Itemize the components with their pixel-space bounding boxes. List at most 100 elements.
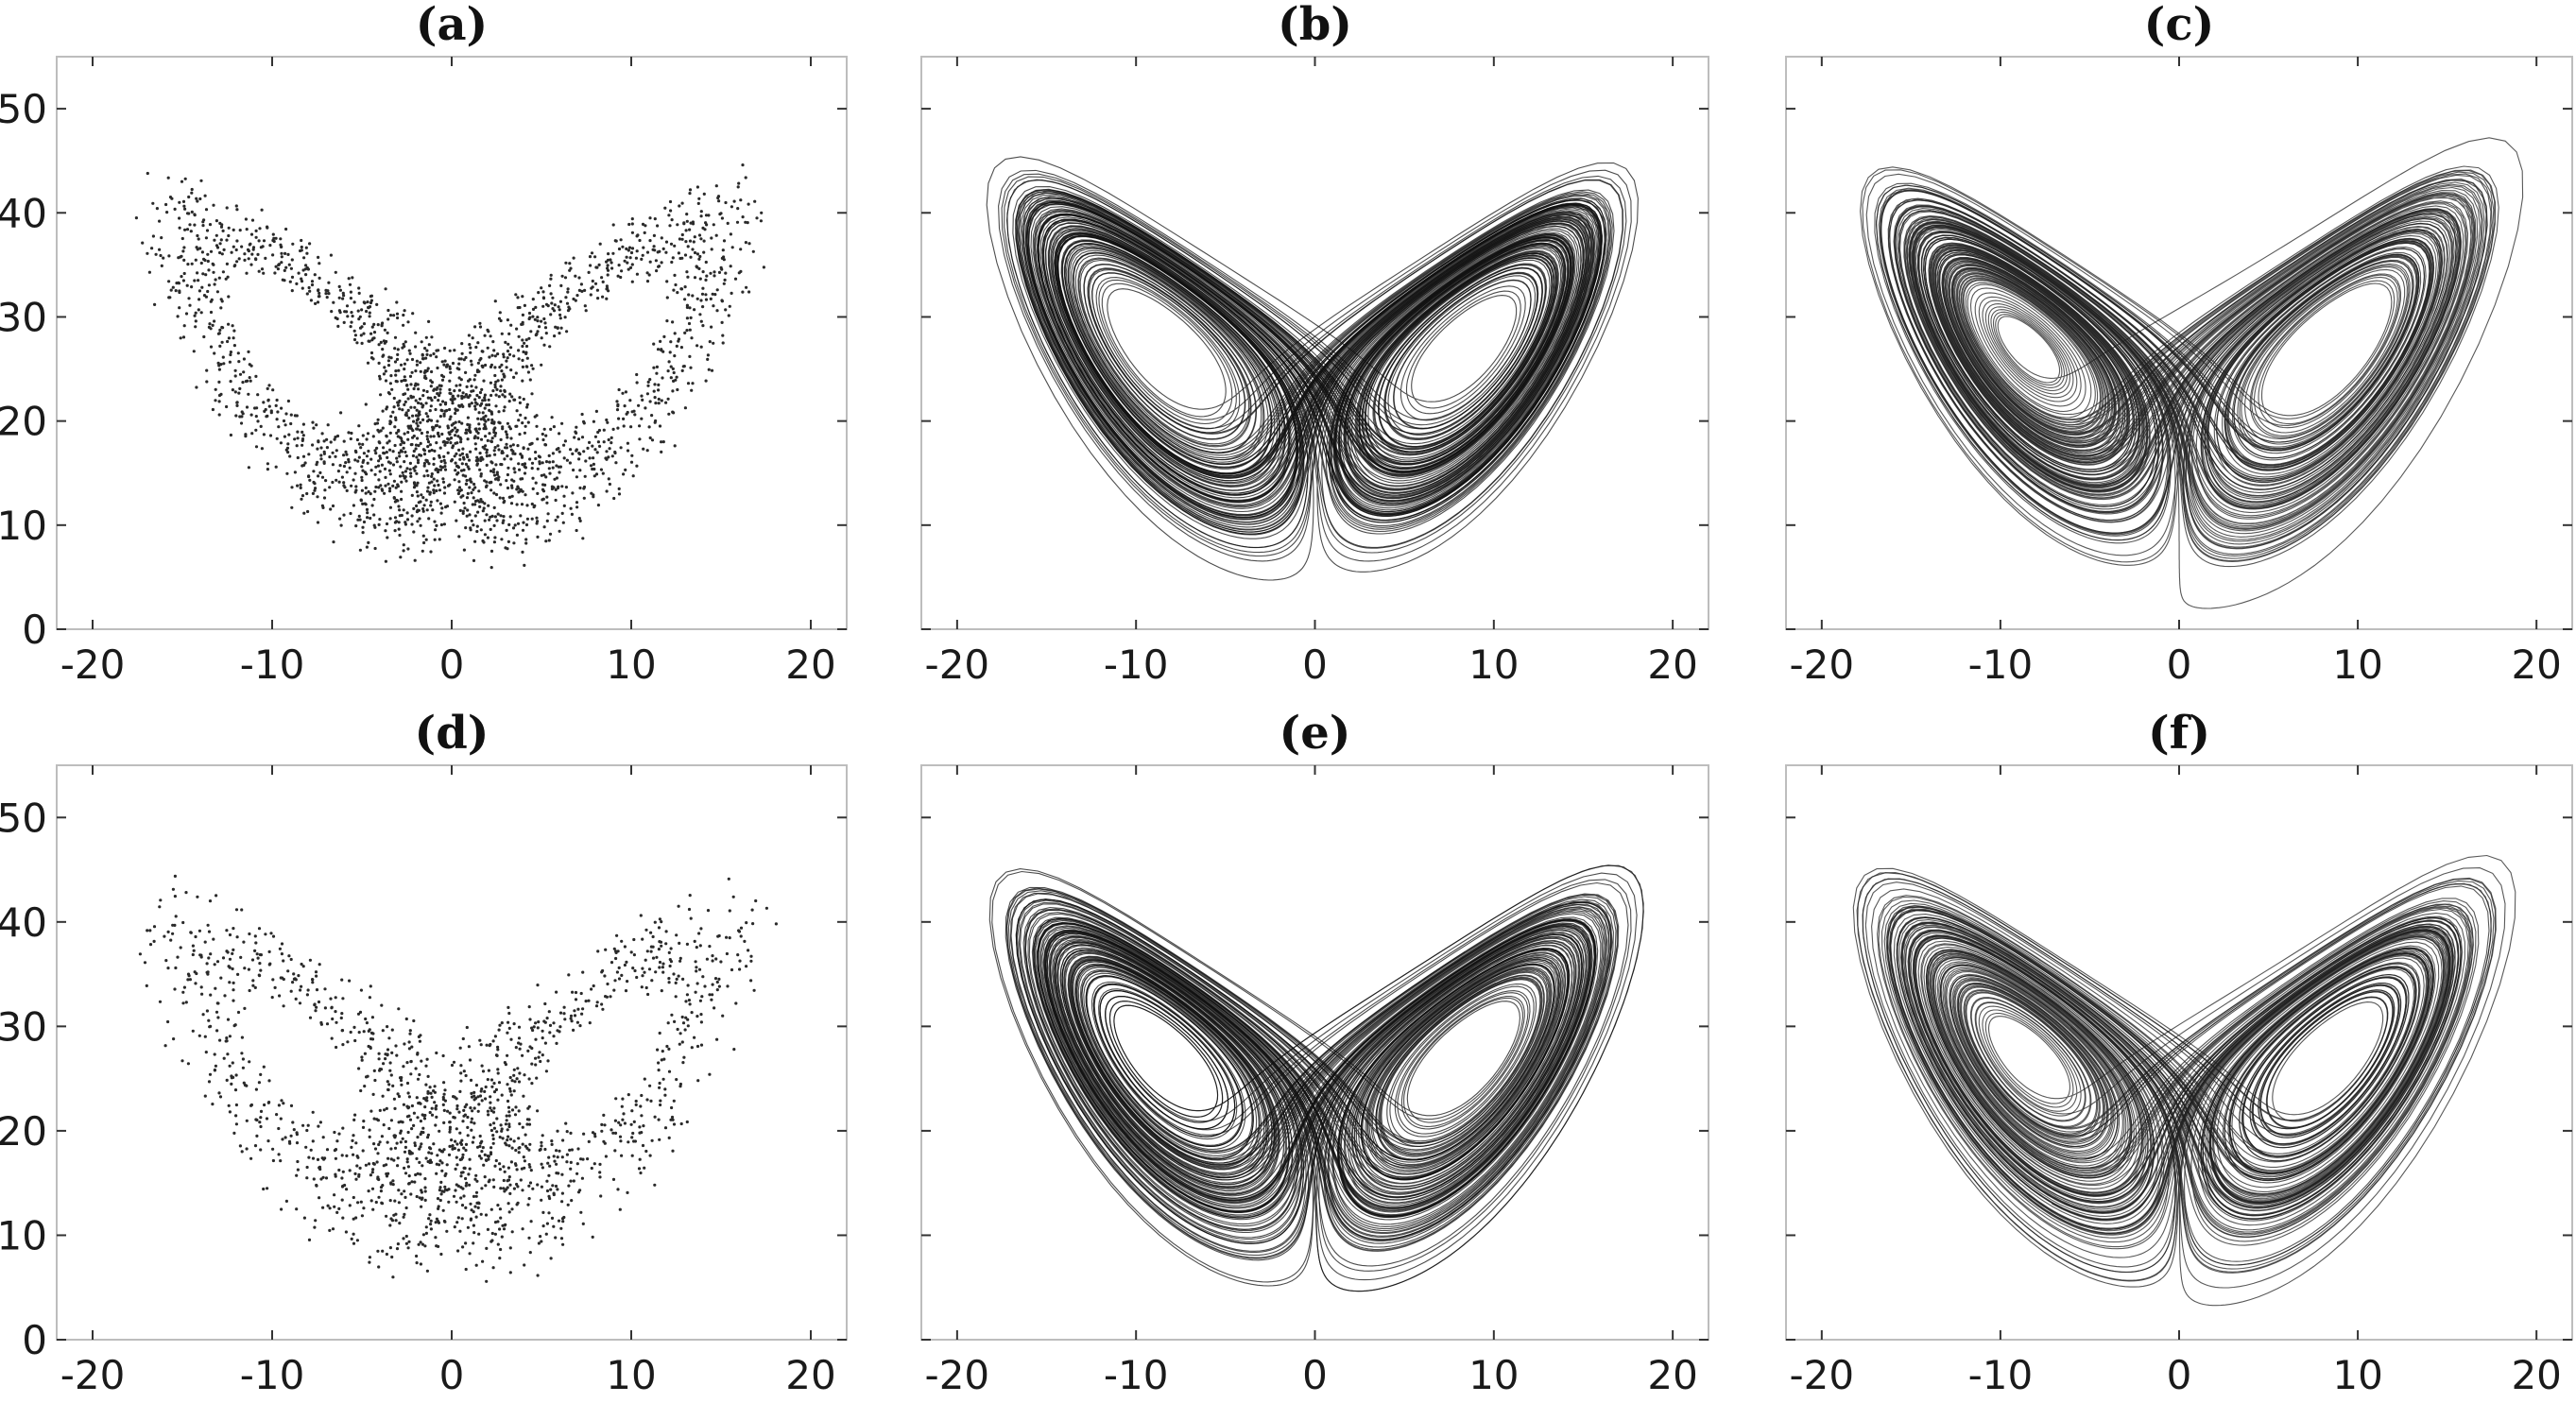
data-point [217, 380, 221, 384]
data-point [630, 247, 635, 250]
data-point [426, 1133, 430, 1137]
data-point [480, 387, 484, 391]
data-point [660, 261, 663, 265]
data-point [313, 1225, 317, 1229]
data-point [732, 1048, 736, 1052]
data-point [401, 408, 404, 412]
data-point [350, 1237, 353, 1240]
data-point [416, 458, 421, 462]
data-point [200, 285, 204, 289]
data-point [415, 1254, 419, 1258]
data-point [572, 468, 575, 472]
data-point [685, 303, 690, 307]
data-point [604, 1155, 609, 1158]
data-point [552, 1035, 556, 1038]
data-point [536, 467, 540, 471]
data-point [352, 478, 355, 482]
data-point [232, 999, 235, 1002]
data-point [699, 927, 703, 931]
data-point [600, 1002, 604, 1006]
data-point [423, 347, 427, 351]
data-point [680, 368, 684, 372]
data-point [454, 1167, 457, 1171]
data-point [504, 446, 507, 450]
data-point [352, 337, 357, 342]
data-point [462, 1108, 466, 1112]
data-point [415, 1156, 419, 1160]
data-point [316, 495, 319, 499]
data-point [420, 431, 423, 436]
data-point [314, 301, 318, 305]
data-point [317, 1124, 320, 1128]
data-point [435, 355, 438, 359]
data-point [176, 955, 180, 959]
x-tick-label: -20 [925, 642, 990, 688]
data-point [184, 891, 188, 895]
data-point [378, 470, 382, 473]
data-point [503, 1170, 507, 1173]
data-point [426, 440, 431, 444]
data-point [575, 425, 578, 429]
data-point [197, 237, 200, 241]
data-point [487, 398, 490, 402]
data-point [666, 369, 670, 373]
data-point [232, 988, 235, 992]
data-point [215, 246, 220, 249]
data-point [187, 297, 191, 300]
data-point [318, 1196, 321, 1200]
data-point [657, 402, 661, 405]
data-point [523, 563, 526, 568]
data-point [502, 409, 506, 413]
data-point [232, 1131, 236, 1135]
data-point [458, 436, 462, 439]
data-point [415, 421, 419, 425]
data-point [544, 1069, 549, 1073]
data-point [386, 391, 390, 395]
data-point [453, 397, 456, 401]
data-point [551, 460, 555, 464]
data-point [292, 972, 296, 976]
data-point [206, 252, 210, 256]
data-point [647, 967, 652, 971]
data-point [749, 979, 753, 983]
data-point [420, 1205, 423, 1208]
data-point [388, 505, 392, 509]
data-point [290, 505, 294, 509]
data-point [182, 271, 186, 276]
data-point [369, 300, 373, 305]
data-point [160, 236, 163, 240]
data-point [527, 1236, 531, 1240]
data-point [680, 232, 684, 237]
data-point [388, 1061, 392, 1065]
data-point [580, 289, 584, 293]
data-point [549, 313, 553, 317]
data-point [227, 295, 231, 299]
data-point [569, 1014, 574, 1018]
data-point [316, 300, 320, 304]
data-point [530, 1046, 534, 1051]
data-point [433, 484, 437, 488]
data-point [591, 444, 594, 448]
data-point [436, 471, 440, 474]
data-point [475, 402, 479, 406]
data-point [446, 451, 450, 454]
data-point [575, 528, 578, 533]
data-point [419, 1145, 422, 1149]
data-point [334, 1172, 337, 1176]
data-point [458, 384, 462, 387]
data-point [480, 364, 484, 368]
data-point [282, 959, 285, 963]
data-point [353, 458, 357, 462]
data-point [466, 437, 470, 441]
data-point [395, 300, 399, 304]
data-point [415, 408, 419, 412]
data-point [324, 1176, 329, 1180]
data-point [491, 471, 496, 474]
data-point [610, 261, 613, 265]
data-point [472, 488, 475, 492]
data-point [455, 472, 459, 476]
data-point [207, 268, 211, 272]
data-point [653, 1115, 657, 1119]
data-point [459, 1071, 463, 1075]
data-point [704, 298, 709, 301]
